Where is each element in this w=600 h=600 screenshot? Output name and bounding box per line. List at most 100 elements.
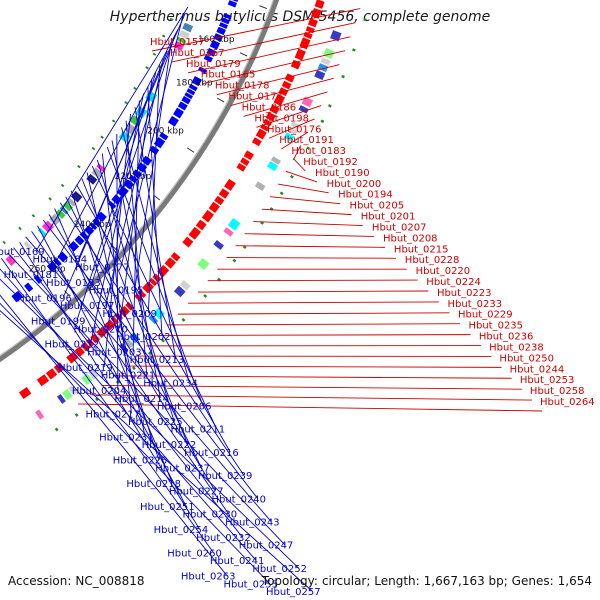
genome-summary: Topology: circular; Length: 1,667,163 bp; … — [262, 574, 592, 588]
inner-label-leader — [59, 202, 245, 476]
reverse-cds-arrow — [24, 282, 34, 293]
reverse-cds-arrow — [220, 17, 230, 25]
marker-dash — [148, 351, 152, 356]
outer-gene-label: Hbut_0207 — [372, 222, 427, 233]
forward-cds-arrow — [170, 252, 181, 262]
reverse-category-block — [23, 240, 33, 251]
reverse-category-block — [59, 206, 69, 215]
forward-cds-arrow — [36, 374, 50, 387]
outer-label-leader — [156, 334, 471, 336]
inner-gene-label: Hbut_0209 — [102, 309, 157, 320]
marker-dash — [181, 317, 186, 322]
inner-gene-label: Hbut_0195 — [89, 286, 144, 297]
inner-label-leader — [106, 146, 204, 406]
marker-dash — [100, 135, 104, 139]
inner-label-leader — [70, 190, 160, 460]
forward-cds-arrow — [182, 236, 194, 248]
outer-gene-label: Hbut_0224 — [426, 277, 481, 288]
marker-dash — [363, 17, 367, 22]
reverse-cds-arrow — [222, 12, 232, 20]
scale-tick-mark — [259, 5, 268, 10]
reverse-cds-arrow — [96, 211, 107, 223]
marker-dash — [352, 48, 356, 52]
outer-gene-label: Hbut_0200 — [327, 179, 382, 190]
reverse-cds-arrow — [216, 26, 226, 36]
inner-gene-label: Hbut_0217 — [85, 409, 140, 420]
forward-category-block — [301, 96, 314, 108]
outer-gene-label: Hbut_0264 — [540, 397, 595, 408]
outer-label-leader — [151, 8, 361, 52]
forward-cds-arrow — [236, 162, 247, 172]
outer-label-leader — [269, 196, 341, 205]
accession-info: Accession: NC_008818 — [8, 574, 145, 588]
inner-label-leader — [35, 6, 189, 252]
inner-gene-label: Hbut_0232 — [196, 533, 251, 544]
inner-gene-label: Hbut_0203 — [87, 347, 142, 358]
inner-gene-label: Hbut_0227 — [169, 487, 224, 498]
reverse-cds-arrow — [0, 313, 1, 315]
reverse-cds-arrow — [232, 0, 239, 3]
inner-gene-label: Hbut_0221 — [101, 371, 156, 382]
outer-gene-label: Hbut_0236 — [479, 332, 534, 343]
inner-gene-label: Hbut_0226 — [113, 456, 168, 467]
inner-label-leader — [42, 219, 258, 499]
accession-label: Accession: — [8, 574, 72, 588]
inner-gene-label: Hbut_0243 — [225, 517, 280, 528]
reverse-category-block — [70, 191, 83, 203]
reverse-category-block — [178, 30, 190, 40]
forward-category-block — [56, 393, 66, 404]
outer-gene-label: Hbut_0205 — [350, 201, 405, 212]
marker-dash — [124, 100, 128, 105]
marker-dash — [2, 240, 6, 245]
forward-category-block — [270, 156, 281, 165]
forward-cds-arrow — [201, 209, 214, 223]
marker-dash — [60, 183, 65, 188]
forward-category-block — [81, 373, 93, 386]
forward-cds-arrow — [240, 157, 250, 167]
outer-gene-label: Hbut_0179 — [186, 59, 241, 70]
inner-gene-label: Hbut_0214 — [114, 394, 169, 405]
outer-gene-label: Hbut_0250 — [499, 353, 554, 364]
inner-gene-label: Hbut_0211 — [171, 425, 226, 436]
outer-label-leader — [171, 22, 356, 63]
inner-label-leader — [48, 214, 216, 491]
inner-gene-label: Hbut_0169 — [0, 247, 45, 258]
inner-label-leader — [76, 72, 157, 321]
reverse-cds-arrow — [173, 107, 184, 119]
inner-gene-label: Hbut_0241 — [210, 556, 265, 567]
inner-gene-label: Hbut_0219 — [58, 363, 113, 374]
outer-label-leader — [207, 279, 418, 282]
forward-category-block — [287, 126, 298, 136]
marker-dash — [242, 245, 247, 249]
forward-category-block — [298, 105, 309, 114]
reverse-cds-arrow — [206, 47, 217, 57]
marker-dash — [133, 86, 137, 90]
inner-gene-label: Hbut_0184 — [33, 255, 88, 266]
inner-label-leader — [134, 107, 177, 360]
forward-category-block — [330, 30, 342, 42]
forward-cds-arrow — [243, 150, 254, 161]
outer-label-leader — [293, 158, 306, 172]
inner-gene-label: Hbut_0231 — [99, 432, 154, 443]
inner-label-leader — [91, 165, 217, 429]
scale-tick-mark — [186, 147, 195, 153]
inner-label-leader — [116, 133, 119, 391]
inner-label-leader — [134, 43, 172, 290]
forward-cds-arrow — [214, 195, 225, 206]
outer-label-leader — [188, 301, 439, 304]
scale-tick-label: 180 kbp — [176, 79, 213, 89]
outer-gene-label: Hbut_0258 — [530, 386, 585, 397]
reverse-cds-arrow — [74, 235, 85, 246]
forward-category-block — [314, 69, 326, 81]
reverse-cds-arrow — [198, 66, 207, 74]
marker-dash — [203, 293, 208, 298]
inner-gene-label: Hbut_0252 — [252, 564, 307, 575]
marker-dash — [91, 146, 96, 151]
outer-gene-label: Hbut_0178 — [215, 81, 270, 92]
reverse-category-block — [67, 197, 77, 207]
outer-label-leader — [112, 375, 512, 379]
outer-label-leader — [216, 64, 340, 96]
forward-cds-arrow — [195, 219, 207, 231]
